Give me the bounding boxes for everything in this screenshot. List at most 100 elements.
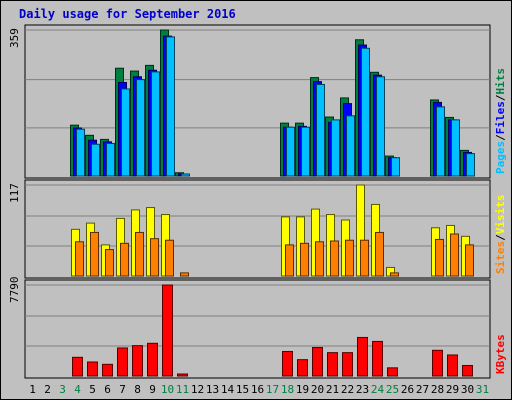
x-tick-label-23: 23 [356, 383, 369, 396]
bar-visits-sites-day-8 [135, 231, 144, 277]
x-tick-label-2: 2 [44, 383, 51, 396]
bar-visits-sites-day-18 [285, 244, 294, 277]
bar-hits-pages-day-11 [181, 173, 190, 177]
legend-entry: / [494, 134, 507, 141]
legend-entry: KBytes [494, 334, 507, 374]
x-tick-label-16: 16 [251, 383, 264, 396]
bar-visits-sites-day-28 [435, 238, 444, 277]
bar-hits-pages-day-4 [76, 128, 85, 177]
bar-kbytes-kbytes-day-23 [357, 336, 368, 377]
bar-visits-sites-day-6 [105, 249, 114, 277]
x-tick-label-29: 29 [446, 383, 459, 396]
legend-hits: Pages/Files/Hits [494, 68, 507, 174]
x-tick-label-25: 25 [386, 383, 399, 396]
bar-hits-pages-day-6 [106, 142, 115, 177]
bar-visits-sites-day-10 [165, 239, 174, 277]
bar-hits-pages-day-8 [136, 79, 145, 177]
legend-entry: Files [494, 101, 507, 134]
bar-kbytes-kbytes-day-20 [312, 346, 323, 377]
x-tick-label-3: 3 [59, 383, 66, 396]
bar-kbytes-kbytes-day-25 [387, 367, 398, 377]
bar-hits-pages-day-19 [301, 126, 310, 177]
bar-visits-sites-day-23 [360, 239, 369, 277]
bar-hits-pages-day-25 [391, 157, 400, 177]
x-tick-label-5: 5 [89, 383, 96, 396]
x-tick-label-30: 30 [461, 383, 474, 396]
bar-kbytes-kbytes-day-19 [297, 359, 308, 377]
bar-visits-sites-day-9 [150, 238, 159, 277]
x-tick-label-8: 8 [134, 383, 141, 396]
bar-visits-sites-day-25 [390, 272, 399, 277]
legend-entry: Sites [494, 241, 507, 274]
bar-kbytes-kbytes-day-4 [72, 356, 83, 377]
bar-kbytes-kbytes-day-11 [177, 373, 188, 377]
x-tick-label-11: 11 [176, 383, 189, 396]
bar-hits-pages-day-23 [361, 47, 370, 177]
bar-hits-pages-day-5 [91, 143, 100, 177]
x-tick-label-21: 21 [326, 383, 339, 396]
bar-kbytes-kbytes-day-21 [327, 352, 338, 377]
bar-kbytes-kbytes-day-6 [102, 363, 113, 377]
legend-entry: / [494, 94, 507, 101]
panel-frame-kbytes [24, 279, 491, 379]
x-tick-label-12: 12 [191, 383, 204, 396]
y-max-label-hits: 359 [8, 28, 21, 48]
bar-kbytes-kbytes-day-10 [162, 284, 173, 377]
x-tick-label-26: 26 [401, 383, 414, 396]
x-tick-label-19: 19 [296, 383, 309, 396]
bar-hits-pages-day-20 [316, 83, 325, 177]
legend-entry: Visits [494, 195, 507, 235]
chart-title: Daily usage for September 2016 [19, 7, 236, 21]
bar-visits-sites-day-7 [120, 242, 129, 277]
bar-kbytes-kbytes-day-9 [147, 342, 158, 377]
bar-hits-pages-day-30 [466, 153, 475, 177]
y-max-label-kbytes: 7790 [8, 277, 21, 304]
bar-hits-pages-day-29 [451, 119, 460, 177]
bar-hits-pages-day-22 [346, 115, 355, 177]
legend-visits: Sites/Visits [494, 195, 507, 275]
bar-hits-pages-day-28 [436, 106, 445, 177]
bar-hits-pages-day-9 [151, 71, 160, 177]
bar-kbytes-kbytes-day-22 [342, 352, 353, 377]
bar-visits-sites-day-22 [345, 239, 354, 277]
x-tick-label-17: 17 [266, 383, 279, 396]
bar-visits-sites-day-30 [465, 244, 474, 277]
x-tick-label-4: 4 [74, 383, 81, 396]
bar-hits-pages-day-24 [376, 76, 385, 177]
bar-kbytes-kbytes-day-18 [282, 350, 293, 377]
x-tick-label-1: 1 [29, 383, 36, 396]
x-tick-label-14: 14 [221, 383, 235, 396]
x-tick-label-24: 24 [371, 383, 385, 396]
bar-visits-sites-day-5 [90, 231, 99, 277]
bar-visits-sites-day-4 [75, 241, 84, 277]
bar-kbytes-kbytes-day-28 [432, 349, 443, 377]
x-tick-label-28: 28 [431, 383, 444, 396]
bar-kbytes-kbytes-day-30 [462, 364, 473, 377]
bar-visits-sites-day-19 [300, 242, 309, 277]
legend-entry: Pages [494, 141, 507, 174]
bar-hits-pages-day-18 [286, 126, 295, 177]
x-tick-label-15: 15 [236, 383, 249, 396]
legend-entry: Hits [494, 68, 507, 95]
x-tick-label-27: 27 [416, 383, 429, 396]
x-tick-label-31: 31 [476, 383, 489, 396]
x-tick-label-9: 9 [149, 383, 156, 396]
x-tick-label-13: 13 [206, 383, 219, 396]
x-tick-label-22: 22 [341, 383, 354, 396]
bar-hits-pages-day-7 [121, 88, 130, 177]
bar-visits-sites-day-20 [315, 241, 324, 277]
y-max-label-visits: 117 [8, 183, 21, 203]
bar-visits-sites-day-11 [180, 272, 189, 277]
bar-hits-pages-day-10 [166, 36, 175, 177]
bar-kbytes-kbytes-day-8 [132, 345, 143, 377]
bar-kbytes-kbytes-day-29 [447, 354, 458, 377]
legend-entry: / [494, 234, 507, 241]
x-tick-label-7: 7 [119, 383, 126, 396]
bar-hits-pages-day-21 [331, 119, 340, 177]
bar-kbytes-kbytes-day-7 [117, 347, 128, 377]
x-tick-label-6: 6 [104, 383, 111, 396]
bar-visits-sites-day-29 [450, 233, 459, 277]
bar-kbytes-kbytes-day-5 [87, 361, 98, 377]
x-tick-label-10: 10 [161, 383, 174, 396]
bar-kbytes-kbytes-day-24 [372, 340, 383, 377]
